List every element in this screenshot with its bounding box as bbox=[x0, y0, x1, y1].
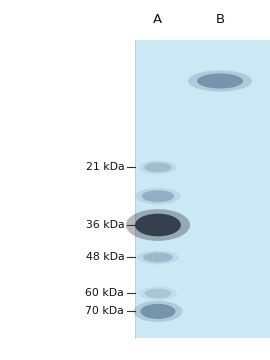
Ellipse shape bbox=[137, 251, 179, 264]
Text: 36 kDa: 36 kDa bbox=[86, 220, 124, 230]
Ellipse shape bbox=[188, 71, 252, 91]
Ellipse shape bbox=[133, 301, 183, 322]
Ellipse shape bbox=[197, 73, 243, 89]
Ellipse shape bbox=[144, 163, 171, 172]
Ellipse shape bbox=[142, 190, 174, 202]
Ellipse shape bbox=[140, 304, 176, 319]
Bar bbox=[135, 40, 270, 338]
Ellipse shape bbox=[135, 214, 181, 237]
Ellipse shape bbox=[139, 287, 177, 300]
Text: 21 kDa: 21 kDa bbox=[86, 162, 124, 172]
Ellipse shape bbox=[135, 188, 181, 204]
Ellipse shape bbox=[143, 253, 173, 262]
Ellipse shape bbox=[144, 289, 171, 298]
Ellipse shape bbox=[126, 209, 190, 241]
Text: 48 kDa: 48 kDa bbox=[86, 252, 124, 262]
Text: 70 kDa: 70 kDa bbox=[85, 306, 124, 316]
Ellipse shape bbox=[139, 161, 177, 174]
Text: A: A bbox=[153, 13, 163, 26]
Text: 60 kDa: 60 kDa bbox=[85, 288, 124, 298]
Text: B: B bbox=[215, 13, 225, 26]
